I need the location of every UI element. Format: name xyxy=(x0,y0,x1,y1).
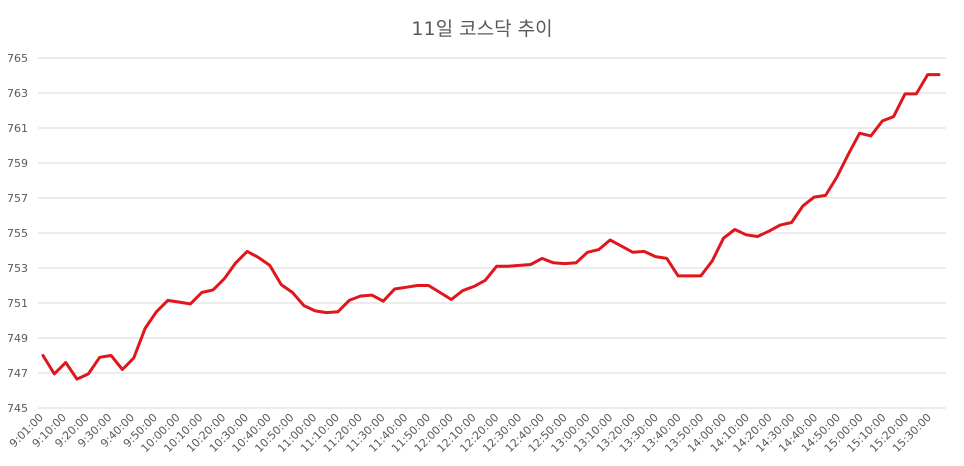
y-tick-label: 761 xyxy=(7,122,28,135)
y-tick-label: 749 xyxy=(7,332,28,345)
y-tick-label: 755 xyxy=(7,227,28,240)
y-tick-label: 745 xyxy=(7,402,28,415)
chart-title: 11일 코스닥 추이 xyxy=(411,18,553,40)
y-tick-label: 747 xyxy=(7,367,28,380)
series-line xyxy=(41,73,941,381)
y-tick-label: 765 xyxy=(7,52,28,65)
y-tick-label: 759 xyxy=(7,157,28,170)
gridlines xyxy=(38,57,946,409)
y-tick-label: 751 xyxy=(7,297,28,310)
y-tick-label: 753 xyxy=(7,262,28,275)
y-axis-ticks: 745 747 749 751 753 755 757 759 761 763 765 xyxy=(7,52,28,415)
x-axis-ticks: 9:01:009:10:009:20:009:30:009:40:009:50:… xyxy=(7,411,934,455)
series-layer xyxy=(41,73,941,381)
y-tick-label: 763 xyxy=(7,87,28,100)
y-tick-label: 757 xyxy=(7,192,28,205)
